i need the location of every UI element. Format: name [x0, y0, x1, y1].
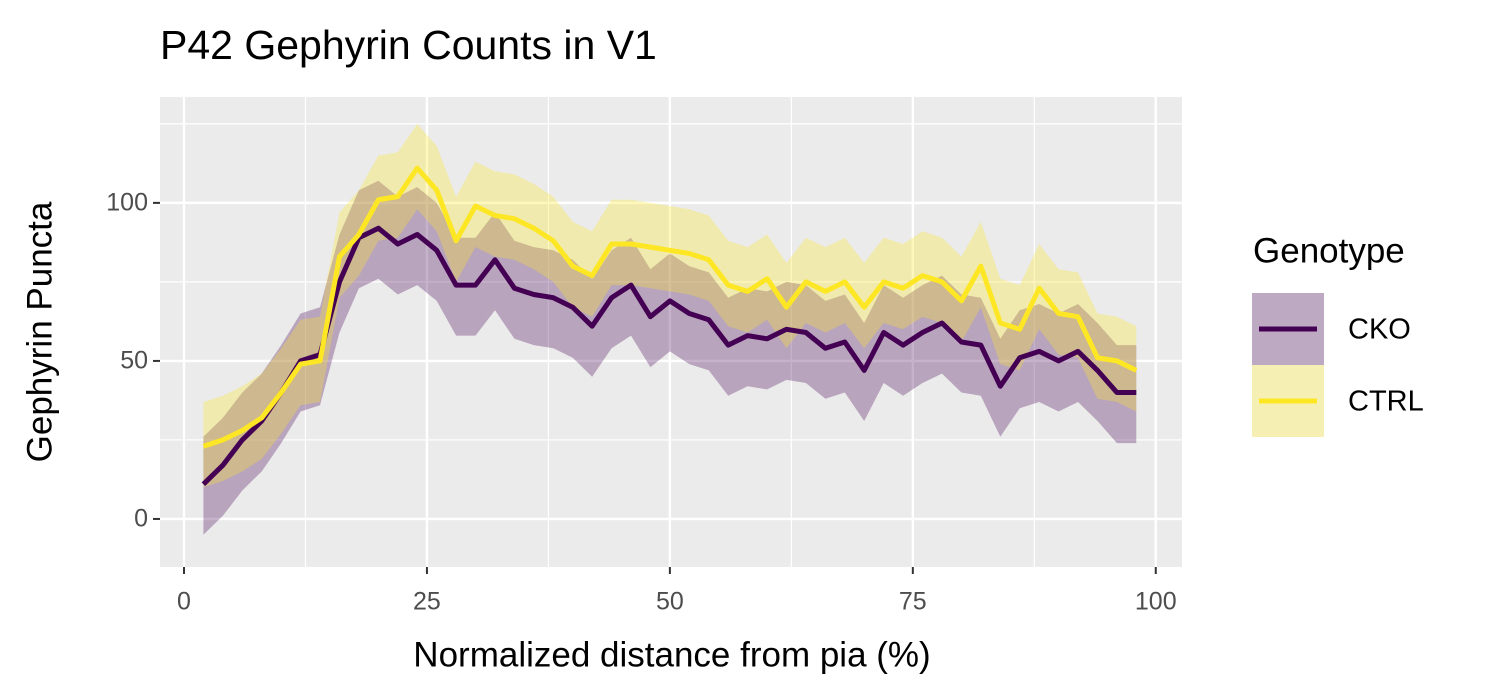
confidence-ribbon	[203, 123, 1137, 488]
x-tick-label: 25	[413, 588, 441, 616]
legend-label: CTRL	[1348, 386, 1424, 418]
y-tick-label: 50	[120, 347, 148, 375]
legend-title: Genotype	[1253, 231, 1405, 270]
x-tick-label: 0	[177, 588, 191, 616]
x-axis-title: Normalized distance from pia (%)	[413, 635, 930, 674]
x-tick-label: 50	[656, 588, 684, 616]
series-line	[202, 165, 1138, 449]
y-tick-label: 0	[134, 505, 148, 533]
y-tick-label: 100	[106, 188, 148, 216]
confidence-ribbon	[203, 180, 1137, 535]
chart-title: P42 Gephyrin Counts in V1	[160, 22, 657, 68]
x-tick-label: 75	[899, 588, 927, 616]
y-axis-title: Gephyrin Puncta	[20, 201, 59, 462]
x-tick-label: 100	[1135, 588, 1177, 616]
legend-label: CKO	[1348, 314, 1411, 346]
